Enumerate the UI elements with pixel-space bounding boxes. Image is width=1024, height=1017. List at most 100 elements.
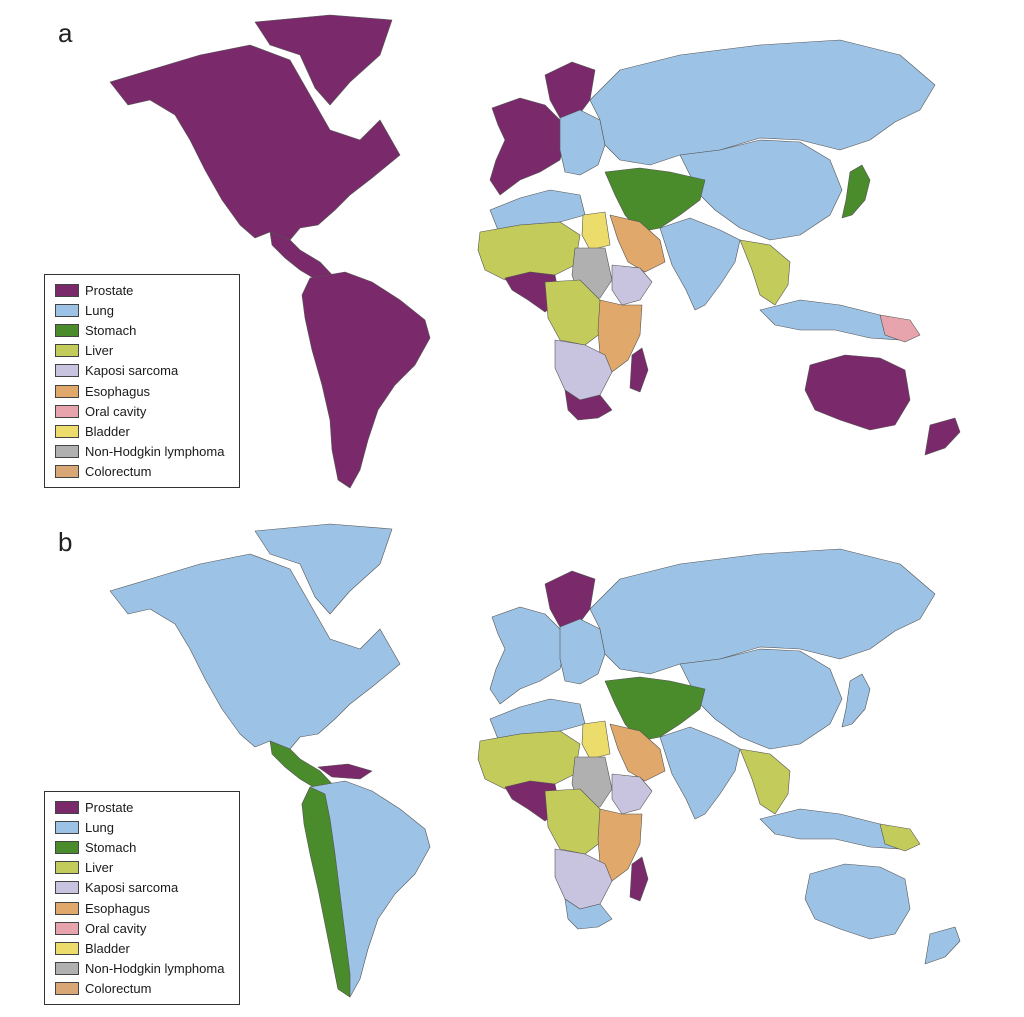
- region-papua: [879, 823, 921, 852]
- region-north-america: [109, 553, 401, 750]
- region-egypt: [581, 720, 611, 760]
- region-arabia: [609, 214, 666, 273]
- region-china: [679, 139, 843, 241]
- region-australia: [804, 354, 911, 431]
- region-andes: [301, 786, 351, 998]
- region-middle-east: [604, 676, 706, 742]
- region-central-america: [269, 231, 336, 283]
- legend-item: Liver: [55, 858, 239, 878]
- region-papua: [879, 314, 921, 343]
- region-eastern-europe: [559, 618, 606, 685]
- legend-item: Stomach: [55, 837, 239, 857]
- panel-label: a: [58, 18, 73, 48]
- region-egypt: [581, 211, 611, 251]
- region-madagascar: [629, 347, 649, 393]
- legend-item: Non-Hodgkin lymphoma: [55, 442, 239, 462]
- legend-item: Esophagus: [55, 381, 239, 401]
- region-arabia: [609, 723, 666, 782]
- legend-item: Oral cavity: [55, 401, 239, 421]
- legend-label: Esophagus: [85, 900, 151, 916]
- legend-swatch: [55, 303, 79, 317]
- legend-label: Stomach: [85, 839, 137, 855]
- legend-label: Liver: [85, 860, 114, 876]
- region-japan: [841, 164, 871, 219]
- region-eastern-europe: [559, 109, 606, 176]
- region-southeast-asia: [739, 239, 791, 306]
- legend-item: Kaposi sarcoma: [55, 361, 239, 381]
- region-west-africa: [477, 730, 581, 790]
- region-russia: [589, 548, 936, 675]
- region-south-africa: [564, 389, 613, 421]
- legend-label: Prostate: [85, 282, 134, 298]
- region-russia: [589, 39, 936, 166]
- panel-label: b: [58, 527, 73, 557]
- map-panel-a: a Prostate Lung Stomach Liver Kaposi sarcoma…: [0, 0, 1024, 508]
- region-scandinavia: [544, 61, 596, 121]
- legend-swatch: [55, 861, 79, 875]
- region-south-america: [301, 271, 431, 489]
- world-map: [109, 523, 961, 998]
- legend-swatch: [55, 982, 79, 996]
- world-map: [109, 14, 961, 489]
- region-japan: [841, 673, 871, 728]
- region-south-africa: [564, 898, 613, 930]
- map-panel-b: b Prostate Lung Stomach Liver Kaposi sarcoma…: [0, 509, 1024, 1017]
- legend-item: Esophagus: [55, 898, 239, 918]
- region-scandinavia: [544, 570, 596, 630]
- legend-label: Bladder: [85, 423, 130, 439]
- legend-item: Prostate: [55, 797, 239, 817]
- legend-item: Liver: [55, 341, 239, 361]
- region-china: [679, 648, 843, 750]
- legend-swatch: [55, 344, 79, 358]
- legend-swatch: [55, 901, 79, 915]
- region-madagascar: [629, 856, 649, 902]
- region-southeast-asia: [739, 748, 791, 815]
- legend-item: Colorectum: [55, 979, 239, 999]
- legend-item: Oral cavity: [55, 918, 239, 938]
- legend-item: Bladder: [55, 938, 239, 958]
- legend-label: Bladder: [85, 940, 130, 956]
- legend-label: Kaposi sarcoma: [85, 880, 179, 896]
- legend-item: Kaposi sarcoma: [55, 878, 239, 898]
- legend-swatch: [55, 283, 79, 297]
- legend-swatch: [55, 384, 79, 398]
- legend-swatch: [55, 323, 79, 337]
- legend: Prostate Lung Stomach Liver Kaposi sarcoma Es…: [44, 274, 240, 488]
- legend-label: Esophagus: [85, 383, 151, 399]
- legend-label: Colorectum: [85, 981, 152, 997]
- region-western-europe: [489, 606, 566, 705]
- legend-swatch: [55, 941, 79, 955]
- region-india: [659, 726, 741, 820]
- legend-label: Oral cavity: [85, 403, 147, 419]
- legend-swatch: [55, 881, 79, 895]
- legend-swatch: [55, 404, 79, 418]
- legend-swatch: [55, 962, 79, 976]
- region-caribbean: [317, 763, 373, 780]
- legend-swatch: [55, 921, 79, 935]
- legend-label: Colorectum: [85, 464, 152, 480]
- region-western-europe: [489, 97, 566, 196]
- legend-swatch: [55, 840, 79, 854]
- region-north-america: [109, 44, 401, 241]
- legend-swatch: [55, 445, 79, 459]
- legend-label: Prostate: [85, 799, 134, 815]
- region-central-africa: [544, 788, 606, 855]
- region-new-zealand: [924, 417, 961, 456]
- region-horn: [611, 773, 653, 815]
- region-central-africa: [544, 279, 606, 346]
- region-horn: [611, 264, 653, 306]
- region-greenland: [254, 523, 393, 615]
- legend-swatch: [55, 465, 79, 479]
- legend-item: Lung: [55, 300, 239, 320]
- legend-label: Oral cavity: [85, 920, 147, 936]
- legend-item: Prostate: [55, 280, 239, 300]
- legend-label: Lung: [85, 819, 114, 835]
- legend-swatch: [55, 800, 79, 814]
- region-india: [659, 217, 741, 311]
- region-middle-east: [604, 167, 706, 233]
- region-east-africa: [597, 808, 643, 882]
- legend-label: Kaposi sarcoma: [85, 363, 179, 379]
- legend-item: Stomach: [55, 320, 239, 340]
- legend-item: Bladder: [55, 421, 239, 441]
- region-greenland: [254, 14, 393, 106]
